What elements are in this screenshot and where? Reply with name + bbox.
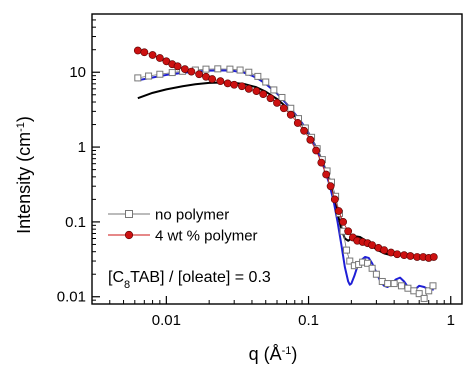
data-point-polymer xyxy=(300,126,308,135)
data-point-polymer xyxy=(317,158,326,167)
data-point-no-polymer xyxy=(262,78,270,86)
annotation-post: TAB] / [oleate] = 0.3 xyxy=(130,269,271,286)
data-point-no-polymer xyxy=(254,72,262,80)
legend-label-no-polymer: no polymer xyxy=(155,207,229,224)
data-point-no-polymer xyxy=(245,68,253,76)
x-axis-title-sup: -1 xyxy=(282,345,292,357)
data-point-polymer xyxy=(259,90,268,99)
data-point-no-polymer xyxy=(372,270,380,278)
y-axis-ticks: 0.01 0.1 1 10 xyxy=(57,19,100,306)
x-axis-title-end: ) xyxy=(291,344,297,364)
data-point-no-polymer xyxy=(145,72,153,80)
data-point-no-polymer xyxy=(156,70,164,78)
data-point-polymer xyxy=(334,207,343,215)
data-point-polymer xyxy=(339,218,348,226)
data-point-no-polymer xyxy=(415,290,423,298)
y-axis-title: Intensity (cm-1) xyxy=(14,116,34,234)
data-point-polymer xyxy=(230,80,239,89)
data-point-polymer xyxy=(238,82,246,91)
data-point-polymer xyxy=(133,46,142,55)
data-markers xyxy=(133,46,438,302)
data-point-polymer xyxy=(330,195,339,204)
data-point-no-polymer xyxy=(168,69,176,77)
data-point-polymer xyxy=(406,252,415,260)
y-tick-label: 0.01 xyxy=(57,289,86,306)
data-point-no-polymer xyxy=(270,86,278,94)
data-point-polymer xyxy=(293,119,302,127)
data-point-no-polymer xyxy=(425,287,433,295)
legend-entry-polymer: 4 wt % polymer xyxy=(108,228,258,245)
data-point-polymer xyxy=(148,51,157,59)
data-point-no-polymer xyxy=(226,65,234,73)
data-point-polymer xyxy=(273,98,281,107)
data-point-no-polymer xyxy=(214,65,222,73)
data-point-no-polymer xyxy=(429,282,437,290)
data-point-no-polymer xyxy=(278,93,286,101)
data-point-no-polymer xyxy=(384,280,392,288)
data-point-polymer xyxy=(429,253,438,261)
y-tick-label: 10 xyxy=(69,64,86,81)
legend-label-polymer: 4 wt % polymer xyxy=(155,228,258,245)
data-point-polymer xyxy=(140,48,149,57)
y-tick-label: 1 xyxy=(78,139,86,156)
data-point-no-polymer xyxy=(134,74,142,82)
x-tick-label: 1 xyxy=(447,312,455,329)
data-point-no-polymer xyxy=(390,280,398,288)
data-point-polymer xyxy=(393,250,402,259)
data-point-polymer xyxy=(344,227,353,236)
data-point-no-polymer xyxy=(404,284,412,292)
composition-annotation: [C8TAB] / [oleate] = 0.3 xyxy=(108,269,271,291)
data-point-no-polymer xyxy=(343,246,351,254)
fit-curves xyxy=(137,69,434,292)
y-axis-title-main: Intensity (cm xyxy=(14,132,34,234)
x-tick-label: 0.01 xyxy=(152,312,181,329)
annotation-pre: [C xyxy=(108,269,124,286)
data-point-polymer xyxy=(187,67,196,76)
plot-area-frame xyxy=(91,13,463,305)
data-point-no-polymer xyxy=(364,259,372,267)
data-point-polymer xyxy=(380,246,389,255)
data-point-polymer xyxy=(286,110,295,119)
data-point-polymer xyxy=(244,84,253,93)
data-point-no-polymer xyxy=(397,282,405,290)
data-point-polymer xyxy=(312,146,320,155)
data-point-polymer xyxy=(216,77,225,86)
data-point-no-polymer xyxy=(202,65,210,73)
data-point-polymer xyxy=(252,87,261,95)
legend: no polymer 4 wt % polymer xyxy=(108,207,258,245)
data-point-no-polymer xyxy=(420,294,428,302)
annotation-sub: 8 xyxy=(124,279,130,291)
x-axis-ticks: 0.01 0.1 1 xyxy=(109,296,455,329)
x-axis-title-main: q (Å xyxy=(249,344,282,364)
data-point-polymer xyxy=(322,170,331,179)
data-point-polymer xyxy=(173,62,182,71)
data-point-polymer xyxy=(266,94,275,103)
data-point-polymer xyxy=(195,70,204,79)
x-axis-title: q (Å-1) xyxy=(249,344,298,364)
data-point-polymer xyxy=(180,65,189,74)
data-point-no-polymer xyxy=(287,104,295,112)
data-point-polymer xyxy=(326,182,335,191)
data-point-polymer xyxy=(208,75,217,83)
legend-marker-polymer xyxy=(124,230,134,240)
data-point-no-polymer xyxy=(346,257,354,265)
legend-marker-no-polymer xyxy=(125,210,133,218)
y-axis-title-end: ) xyxy=(14,116,34,122)
y-axis-title-sup: -1 xyxy=(15,122,27,132)
data-point-polymer xyxy=(279,104,288,113)
data-point-polymer xyxy=(306,135,315,144)
data-point-no-polymer xyxy=(368,264,376,272)
data-point-polymer xyxy=(223,79,232,88)
legend-entry-no-polymer: no polymer xyxy=(108,207,229,224)
data-point-polymer xyxy=(155,54,164,62)
data-point-no-polymer xyxy=(236,66,244,74)
fit-curve-blue xyxy=(137,69,434,292)
x-tick-label: 0.1 xyxy=(298,312,319,329)
y-tick-label: 0.1 xyxy=(65,214,86,231)
